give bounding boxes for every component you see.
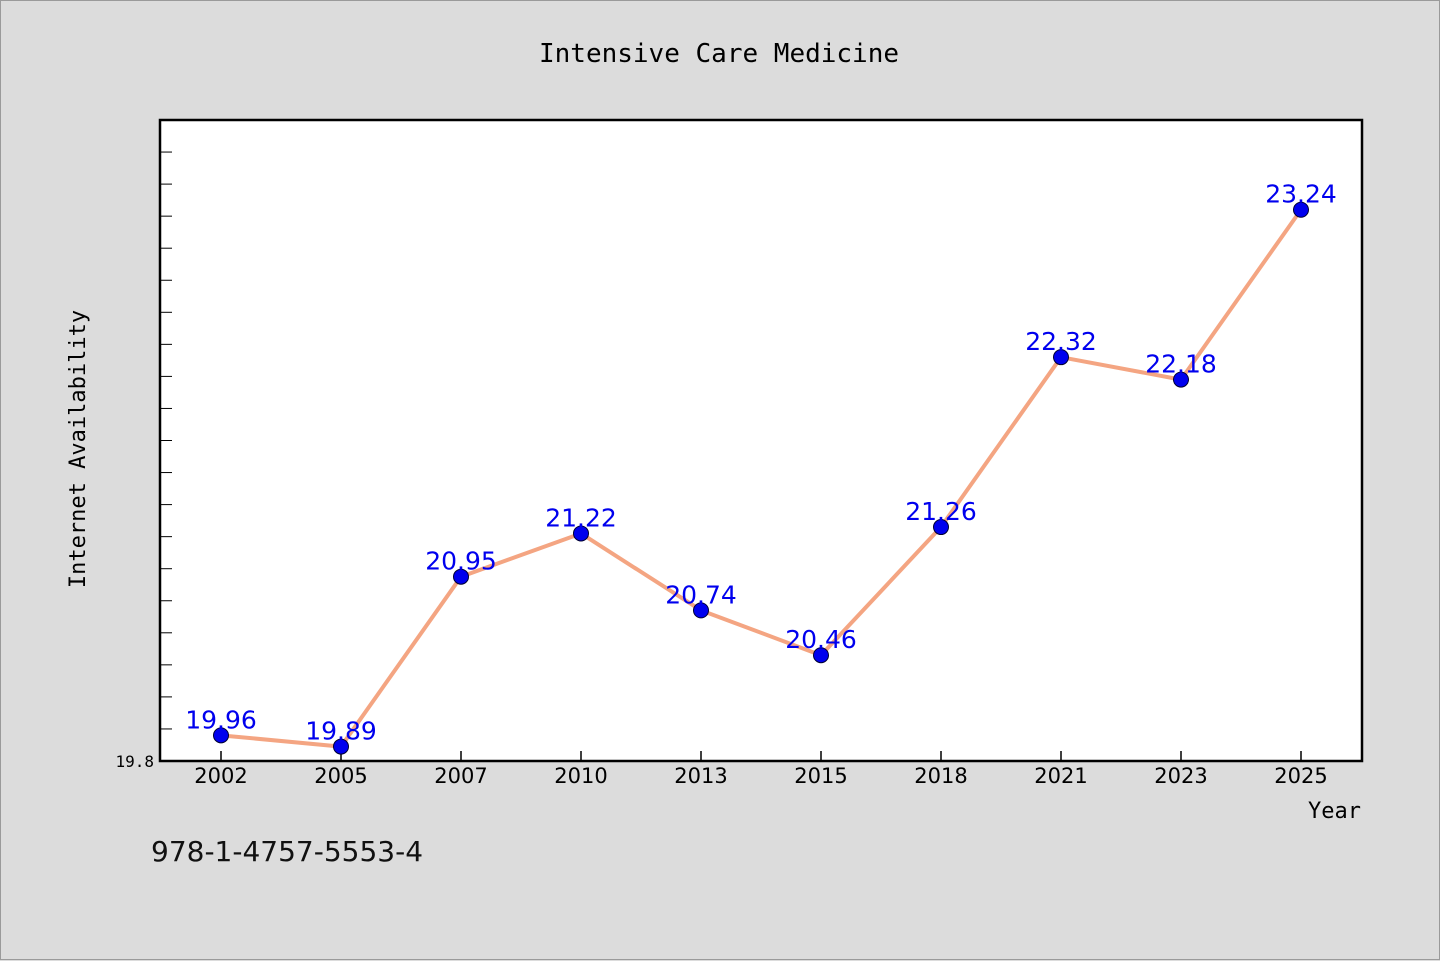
data-point xyxy=(213,727,229,744)
data-label: 23.24 xyxy=(1265,180,1337,209)
data-point xyxy=(1293,201,1309,218)
data-label: 21.22 xyxy=(545,503,617,532)
x-axis-label: Year xyxy=(1308,799,1361,824)
x-tick-label: 2010 xyxy=(554,764,607,788)
data-label: 22.32 xyxy=(1025,327,1097,356)
data-label: 22.18 xyxy=(1145,350,1217,379)
data-point xyxy=(1173,371,1189,388)
data-point xyxy=(333,738,349,755)
chart-title: Intensive Care Medicine xyxy=(539,39,899,69)
series-line-group xyxy=(219,207,1303,749)
data-point xyxy=(453,568,469,585)
y-axis-ticks xyxy=(160,119,172,762)
series-markers xyxy=(213,201,1309,755)
data-label: 20.46 xyxy=(785,625,857,654)
x-tick-label: 2013 xyxy=(674,764,727,788)
y-tick-labels: 19.8 xyxy=(115,752,154,771)
x-tick-label: 2007 xyxy=(434,764,487,788)
y-tick-label: 19.8 xyxy=(115,752,154,771)
data-label: 19.89 xyxy=(305,717,377,746)
data-point xyxy=(933,519,949,536)
data-label: 20.74 xyxy=(665,580,737,609)
data-label: 20.95 xyxy=(425,547,497,576)
x-tick-label: 2018 xyxy=(914,764,967,788)
data-point xyxy=(813,647,829,664)
data-point xyxy=(573,525,589,542)
x-tick-label: 2025 xyxy=(1274,764,1327,788)
plot-area xyxy=(158,118,1364,763)
data-label: 21.26 xyxy=(905,497,977,526)
data-label: 19.96 xyxy=(185,705,257,734)
x-tick-label: 2023 xyxy=(1154,764,1207,788)
x-tick-label: 2015 xyxy=(794,764,847,788)
x-tick-label: 2002 xyxy=(194,764,247,788)
x-tick-label: 2005 xyxy=(314,764,367,788)
data-labels: 19.96 19.89 20.95 21.22 20.74 20.46 21.26 22.32… xyxy=(185,180,1337,746)
x-axis-ticks: 2002 2005 2007 2010 2013 2015 2018 2021 2023 2025 xyxy=(194,751,1328,788)
isbn-text: 978-1-4757-5553-4 xyxy=(151,835,424,868)
x-tick-label: 2021 xyxy=(1034,764,1087,788)
data-point xyxy=(693,602,709,619)
data-point xyxy=(1053,349,1069,366)
series-line xyxy=(219,207,1303,749)
y-axis-label: Internet Availability xyxy=(66,310,91,588)
